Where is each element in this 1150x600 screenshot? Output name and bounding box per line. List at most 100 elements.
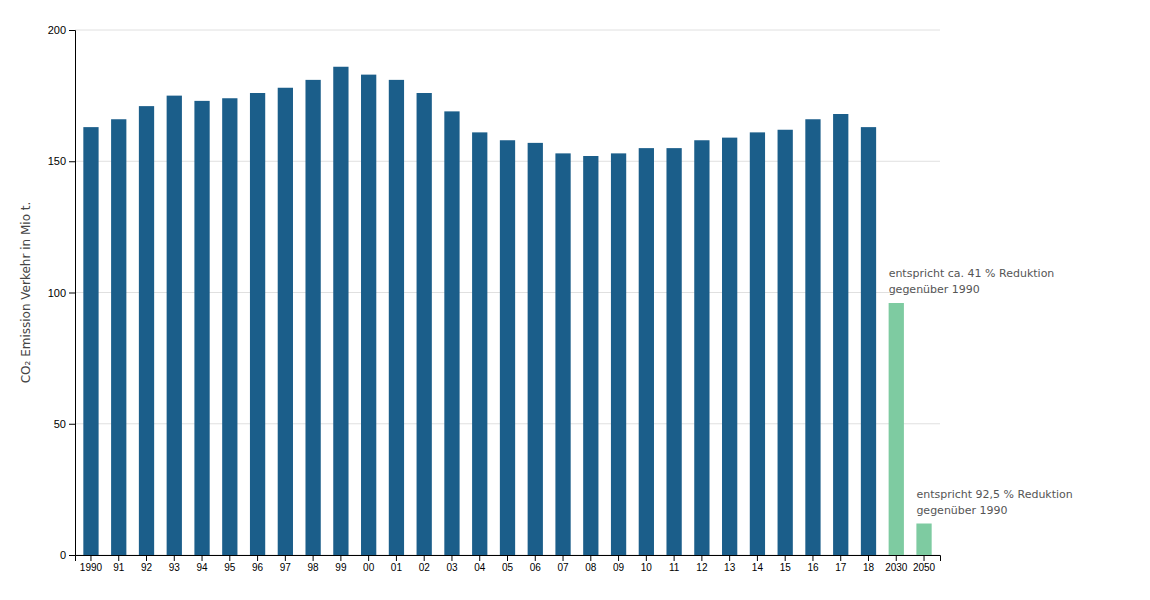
bar (694, 140, 709, 555)
x-tick-label: 00 (363, 562, 375, 573)
x-tick-mark (896, 555, 897, 561)
y-axis-line (69, 31, 76, 556)
x-tick-mark (202, 555, 203, 561)
x-tick-label: 99 (335, 562, 347, 573)
x-tick-label: 2050 (913, 562, 936, 573)
chart: 1990919293949596979899000102030405060708… (0, 0, 1150, 600)
x-tick: 99 (335, 555, 347, 573)
x-tick-label: 93 (169, 562, 181, 573)
x-tick-mark (674, 555, 675, 561)
bar (861, 127, 876, 555)
x-tick-label: 91 (113, 562, 125, 573)
bar (333, 67, 348, 555)
y-tick-label: 150 (48, 155, 66, 167)
x-tick: 95 (224, 555, 236, 573)
x-tick: 98 (308, 555, 320, 573)
x-tick-label: 08 (585, 562, 597, 573)
annotations: entspricht ca. 41 % Reduktiongegenüber 1… (889, 267, 1073, 517)
x-tick: 11 (669, 555, 680, 573)
x-tick-mark (646, 555, 647, 561)
y-tick: 150 (48, 155, 75, 167)
x-tick-label: 14 (752, 562, 764, 573)
bar (417, 93, 432, 555)
x-tick-mark (146, 555, 147, 561)
annotation: entspricht ca. 41 % Reduktiongegenüber 1… (889, 267, 1055, 296)
y-tick-mark (69, 161, 75, 162)
x-tick-mark (507, 555, 508, 561)
x-tick-label: 12 (696, 562, 708, 573)
x-tick: 08 (585, 555, 597, 573)
grid-line (75, 30, 940, 31)
x-tick: 2050 (913, 555, 936, 573)
x-tick-mark (257, 555, 258, 561)
y-tick-label: 0 (60, 549, 66, 561)
x-tick-label: 05 (502, 562, 514, 573)
x-tick-mark (451, 555, 452, 561)
x-axis-line (76, 556, 941, 562)
x-tick: 02 (419, 555, 431, 573)
x-tick: 96 (252, 555, 264, 573)
x-tick: 06 (530, 555, 542, 573)
y-tick-label: 100 (48, 287, 66, 299)
x-tick-label: 02 (419, 562, 431, 573)
annotation: entspricht 92,5 % Reduktiongegenüber 199… (916, 488, 1072, 517)
bar (111, 119, 126, 555)
x-tick-mark (590, 555, 591, 561)
x-tick: 12 (696, 555, 708, 573)
plot: 1990919293949596979899000102030405060708… (48, 24, 1073, 573)
x-tick: 09 (613, 555, 625, 573)
x-tick-label: 18 (863, 562, 875, 573)
x-tick: 16 (807, 555, 819, 573)
x-tick: 03 (446, 555, 458, 573)
x-tick-mark (340, 555, 341, 561)
bar (555, 153, 570, 555)
x-tick-mark (563, 555, 564, 561)
bar (778, 130, 793, 555)
bar (167, 96, 182, 555)
x-tick: 97 (280, 555, 292, 573)
x-tick-mark (118, 555, 119, 561)
x-tick-mark (396, 555, 397, 561)
x-tick-mark (535, 555, 536, 561)
grid (75, 30, 940, 555)
x-tick-label: 96 (252, 562, 264, 573)
x-tick-mark (313, 555, 314, 561)
x-tick-mark (868, 555, 869, 561)
x-tick: 10 (641, 555, 653, 573)
x-tick-label: 13 (724, 562, 736, 573)
bar (639, 148, 654, 555)
x-tick-label: 95 (224, 562, 236, 573)
bar (250, 93, 265, 555)
x-tick-mark (840, 555, 841, 561)
x-tick-label: 11 (669, 562, 680, 573)
x-tick: 13 (724, 555, 736, 573)
x-tick-mark (757, 555, 758, 561)
x-tick-mark (424, 555, 425, 561)
y-axis-title: CO₂ Emission Verkehr in Mio t. (19, 202, 33, 384)
x-tick: 04 (474, 555, 486, 573)
x-tick-label: 1990 (80, 562, 103, 573)
x-tick-mark (174, 555, 175, 561)
bar (139, 106, 154, 555)
bar (305, 80, 320, 555)
x-axis: 1990919293949596979899000102030405060708… (76, 555, 941, 573)
x-tick-mark (368, 555, 369, 561)
bar (805, 119, 820, 555)
x-tick-label: 98 (308, 562, 320, 573)
x-tick: 18 (863, 555, 875, 573)
x-tick-mark (618, 555, 619, 561)
y-tick-mark (69, 424, 75, 425)
bar (83, 127, 98, 555)
x-tick: 00 (363, 555, 375, 573)
x-tick-mark (479, 555, 480, 561)
x-tick-mark (285, 555, 286, 561)
bar (833, 114, 848, 555)
x-tick: 1990 (80, 555, 103, 573)
bar (722, 138, 737, 555)
x-tick-label: 97 (280, 562, 292, 573)
y-tick-mark (69, 555, 75, 556)
x-tick-label: 07 (557, 562, 569, 573)
x-tick: 91 (113, 555, 125, 573)
x-tick: 05 (502, 555, 514, 573)
x-tick-label: 17 (835, 562, 847, 573)
